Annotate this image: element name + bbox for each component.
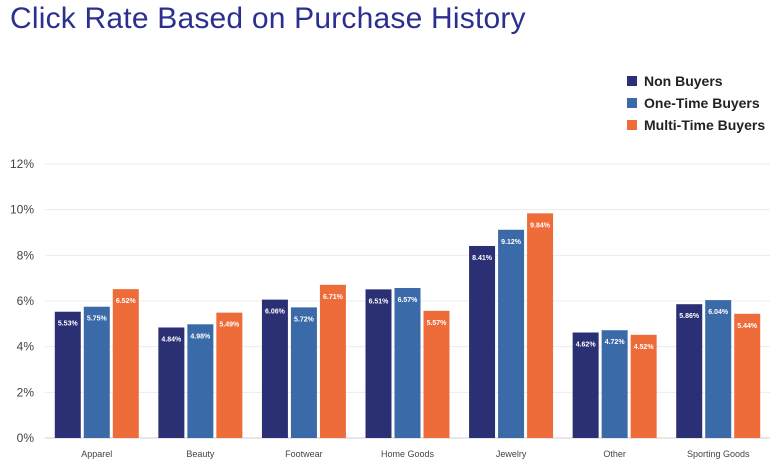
x-category-label: Other bbox=[603, 449, 626, 459]
legend-swatch-one-time-buyers bbox=[627, 98, 637, 108]
bar bbox=[734, 313, 761, 438]
legend-label: Multi-Time Buyers bbox=[644, 117, 766, 133]
y-tick-label: 8% bbox=[17, 248, 35, 262]
legend-swatch-multi-time-buyers bbox=[627, 120, 637, 130]
legend-swatch-non-buyers bbox=[627, 76, 637, 86]
data-label: 5.86% bbox=[679, 313, 700, 320]
bar bbox=[572, 332, 599, 438]
data-label: 6.51% bbox=[369, 298, 390, 305]
x-category-label: Beauty bbox=[186, 449, 215, 459]
data-label: 5.57% bbox=[427, 320, 448, 327]
data-label: 5.75% bbox=[87, 316, 108, 323]
chart-title: Click Rate Based on Purchase History bbox=[10, 2, 526, 35]
chart-legend: Non Buyers One-Time Buyers Multi-Time Bu… bbox=[627, 70, 765, 136]
bar bbox=[83, 306, 110, 438]
data-label: 6.71% bbox=[323, 294, 344, 301]
y-tick-label: 4% bbox=[17, 340, 35, 354]
bar bbox=[54, 311, 81, 438]
legend-item-one-time-buyers: One-Time Buyers bbox=[627, 92, 765, 114]
bar bbox=[112, 289, 139, 438]
data-label: 9.12% bbox=[501, 239, 522, 246]
bar bbox=[498, 229, 525, 438]
bar bbox=[290, 307, 317, 438]
x-category-label: Apparel bbox=[81, 449, 112, 459]
data-label: 8.41% bbox=[472, 255, 493, 262]
x-category-label: Home Goods bbox=[381, 449, 435, 459]
data-label: 6.52% bbox=[116, 298, 137, 305]
bar bbox=[601, 330, 628, 438]
bar bbox=[705, 300, 732, 438]
data-label: 5.72% bbox=[294, 316, 315, 323]
bar bbox=[394, 287, 421, 438]
y-tick-label: 12% bbox=[10, 157, 34, 171]
legend-item-non-buyers: Non Buyers bbox=[627, 70, 765, 92]
data-label: 5.44% bbox=[737, 323, 758, 330]
data-label: 4.52% bbox=[634, 344, 655, 351]
y-tick-label: 6% bbox=[17, 294, 35, 308]
bar bbox=[158, 327, 185, 438]
legend-label: Non Buyers bbox=[644, 73, 723, 89]
bar bbox=[469, 245, 496, 438]
legend-item-multi-time-buyers: Multi-Time Buyers bbox=[627, 114, 765, 136]
data-label: 4.98% bbox=[190, 333, 211, 340]
data-label: 9.84% bbox=[530, 222, 551, 229]
x-category-label: Jewelry bbox=[496, 449, 527, 459]
data-label: 6.06% bbox=[265, 309, 286, 316]
data-label: 4.72% bbox=[605, 339, 626, 346]
bar bbox=[527, 213, 554, 438]
bar bbox=[365, 289, 392, 438]
bar bbox=[676, 304, 703, 438]
x-category-label: Footwear bbox=[285, 449, 323, 459]
y-tick-label: 0% bbox=[17, 431, 35, 445]
y-tick-label: 2% bbox=[17, 385, 35, 399]
bar bbox=[261, 299, 288, 438]
data-label: 5.53% bbox=[58, 321, 79, 328]
data-label: 6.57% bbox=[398, 297, 419, 304]
y-tick-label: 10% bbox=[10, 203, 34, 217]
data-label: 6.04% bbox=[708, 309, 729, 316]
data-label: 5.49% bbox=[219, 322, 240, 329]
bar bbox=[216, 312, 243, 438]
bar bbox=[630, 334, 657, 438]
x-category-label: Sporting Goods bbox=[687, 449, 750, 459]
data-label: 4.62% bbox=[576, 342, 597, 349]
legend-label: One-Time Buyers bbox=[644, 95, 760, 111]
bar bbox=[423, 310, 450, 438]
bar bbox=[187, 324, 214, 438]
data-label: 4.84% bbox=[161, 336, 182, 343]
bar bbox=[319, 284, 346, 438]
